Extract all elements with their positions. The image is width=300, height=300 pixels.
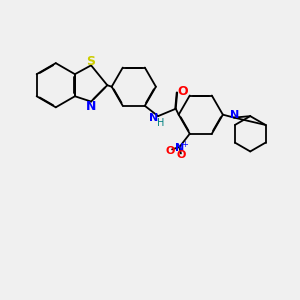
Text: +: + xyxy=(181,140,188,149)
Text: H: H xyxy=(157,118,165,128)
Text: N: N xyxy=(230,110,239,120)
Text: O: O xyxy=(176,150,186,160)
Text: N: N xyxy=(175,143,184,154)
Text: O: O xyxy=(165,146,175,156)
Text: N: N xyxy=(86,100,96,113)
Text: S: S xyxy=(87,55,96,68)
Text: N: N xyxy=(149,113,158,124)
Text: O: O xyxy=(177,85,188,98)
